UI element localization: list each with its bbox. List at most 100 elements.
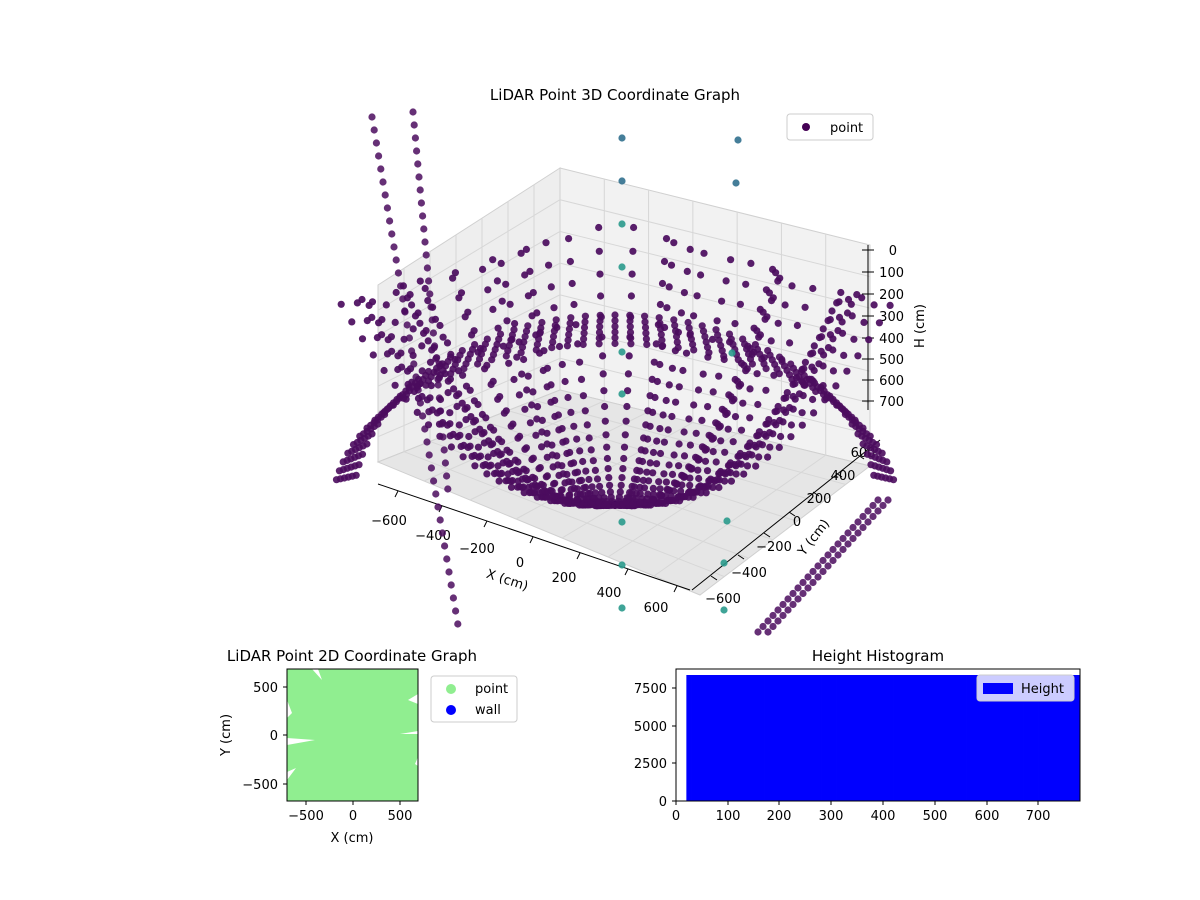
histogram-x-ticks: 0 100 200 300 400 500 600 700 bbox=[672, 801, 1050, 824]
histogram-bar bbox=[831, 675, 837, 801]
plot3d-point bbox=[734, 452, 742, 460]
plot3d-point bbox=[615, 493, 624, 501]
plot3d-point bbox=[822, 394, 831, 402]
plot3d-point bbox=[789, 600, 797, 609]
plot3d-point bbox=[672, 332, 681, 341]
plot3d-point bbox=[484, 286, 492, 294]
plot3d-point bbox=[521, 333, 529, 341]
plot3d-point bbox=[399, 394, 408, 402]
plot3d-gridline bbox=[559, 357, 871, 435]
plot3d-point bbox=[439, 433, 447, 441]
plot3d-point bbox=[824, 551, 832, 559]
plot2d-x-axis-label: X (cm) bbox=[331, 831, 374, 846]
plot3d-point bbox=[810, 342, 818, 350]
plot3d-point bbox=[585, 434, 593, 442]
plot3d-point bbox=[388, 230, 396, 238]
histogram-x-tick-label: 500 bbox=[923, 809, 948, 824]
plot3d-point bbox=[514, 458, 522, 466]
histogram-bar bbox=[1028, 675, 1034, 801]
plot3d-point bbox=[437, 407, 445, 415]
plot3d-point bbox=[618, 220, 626, 228]
plot3d-point bbox=[414, 160, 422, 168]
plot3d-point bbox=[410, 360, 418, 368]
plot3d-point bbox=[628, 270, 636, 278]
plot3d-point bbox=[675, 462, 683, 470]
plot3d-point bbox=[517, 249, 525, 257]
plot3d-point bbox=[883, 458, 891, 466]
plot3d-point bbox=[672, 479, 680, 487]
plot3d-point bbox=[656, 319, 664, 327]
plot3d-point bbox=[755, 333, 763, 341]
plot3d-point bbox=[677, 487, 685, 495]
plot3d-point bbox=[653, 377, 662, 386]
plot3d-point bbox=[422, 381, 430, 389]
plot3d-point bbox=[570, 484, 579, 492]
plot3d-point bbox=[682, 349, 691, 357]
plot3d-point bbox=[844, 540, 852, 548]
plot3d-point bbox=[604, 465, 612, 473]
plot3d-point bbox=[539, 481, 547, 489]
plot3d-point bbox=[667, 492, 675, 500]
histogram-bar bbox=[795, 675, 801, 801]
plot3d-z-tick-label: 600 bbox=[879, 374, 904, 389]
plot3d-point bbox=[363, 424, 371, 432]
plot3d-point bbox=[581, 407, 589, 415]
plot3d-point bbox=[715, 372, 723, 380]
plot3d-point bbox=[636, 467, 644, 475]
plot3d-point bbox=[522, 245, 531, 253]
plot3d-x-tick-label: 600 bbox=[644, 601, 669, 616]
plot3d-point bbox=[735, 459, 743, 468]
plot3d-point bbox=[844, 529, 852, 537]
plot3d-point bbox=[626, 311, 634, 319]
plot3d-point bbox=[468, 331, 476, 339]
plot3d-point bbox=[804, 584, 812, 592]
plot3d-point bbox=[409, 325, 417, 333]
plot3d-point bbox=[814, 573, 822, 581]
plot2d-gap bbox=[287, 700, 292, 718]
histogram-bar bbox=[945, 675, 951, 801]
plot3d-y-tick-mark bbox=[737, 554, 745, 560]
plot3d-point bbox=[699, 370, 707, 378]
histogram-bar bbox=[914, 675, 920, 801]
plot3d-point bbox=[889, 476, 898, 484]
plot3d-point bbox=[777, 432, 785, 441]
plot3d-x-tick-mark bbox=[624, 568, 629, 576]
plot3d-point bbox=[670, 239, 678, 247]
plot3d-y-tick-mark bbox=[835, 472, 843, 478]
plot3d-point bbox=[431, 342, 439, 350]
plot3d-point bbox=[807, 350, 815, 358]
plot3d-point bbox=[769, 611, 777, 620]
plot3d-title: LiDAR Point 3D Coordinate Graph bbox=[490, 86, 740, 104]
plot3d-point bbox=[497, 259, 505, 267]
plot3d-point bbox=[595, 223, 603, 232]
plot3d-point bbox=[567, 314, 575, 322]
histogram-bar bbox=[888, 675, 894, 801]
plot3d-point bbox=[550, 304, 558, 312]
plot3d-point bbox=[859, 523, 867, 532]
plot3d-point bbox=[507, 422, 515, 430]
plot3d-point bbox=[479, 265, 487, 273]
plot3d-gridline bbox=[559, 199, 871, 278]
plot2d-x-tick-label: −500 bbox=[288, 809, 324, 824]
plot3d-point bbox=[589, 457, 597, 465]
plot3d-point bbox=[731, 320, 739, 328]
plot3d-point bbox=[524, 372, 532, 380]
plot3d-point bbox=[697, 271, 705, 279]
plot3d-gridline bbox=[377, 357, 561, 438]
plot3d-point bbox=[570, 422, 578, 430]
plot3d-point bbox=[657, 491, 665, 499]
plot3d-point bbox=[599, 352, 607, 360]
plot3d-point bbox=[729, 438, 737, 446]
histogram-bar bbox=[826, 675, 832, 801]
histogram-y-tick-label: 5000 bbox=[634, 720, 667, 735]
plot3d-point bbox=[451, 269, 459, 277]
plot3d-point bbox=[854, 529, 862, 537]
plot3d-z-tick-label: 400 bbox=[879, 332, 904, 347]
plot3d-point bbox=[596, 311, 604, 319]
plot3d-point bbox=[452, 607, 460, 615]
plot3d-point bbox=[528, 455, 536, 464]
plot3d-point bbox=[494, 395, 502, 403]
plot3d-point bbox=[510, 375, 518, 384]
plot3d-point bbox=[415, 173, 423, 181]
histogram-bar bbox=[991, 675, 998, 801]
